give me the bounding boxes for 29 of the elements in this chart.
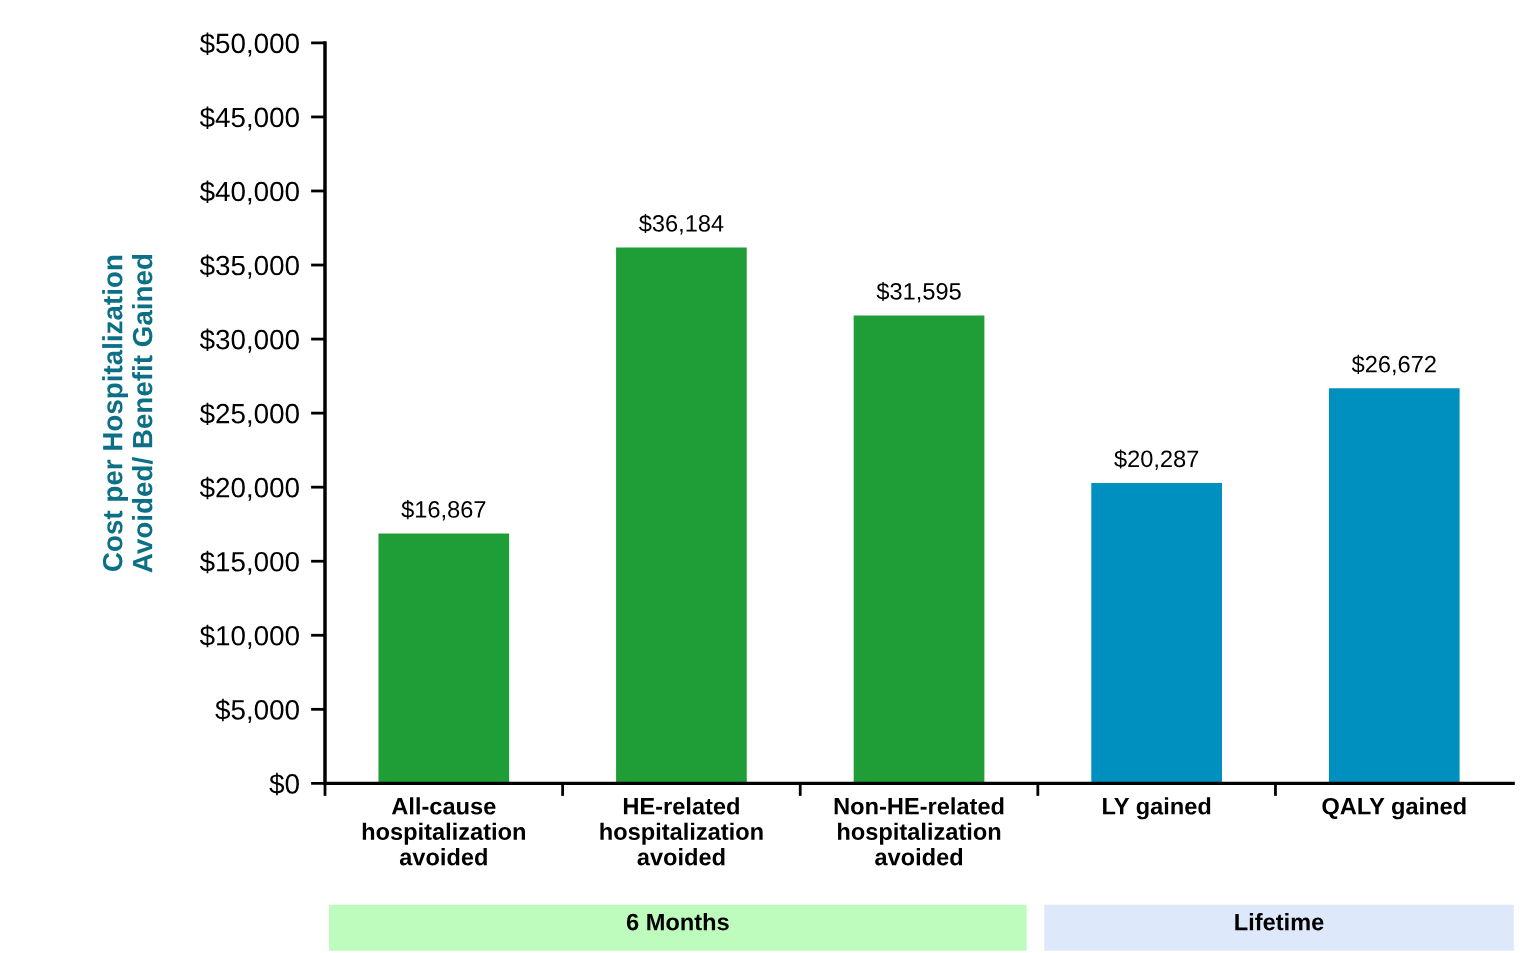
x-tick-label: HE-related hospitalization avoided [600, 797, 763, 866]
y-tick-label: $15,000 [199, 550, 299, 575]
y-tick-label: $0 [269, 772, 299, 796]
y-tick-label: $30,000 [199, 328, 299, 353]
x-tick-label: All-cause hospitalization avoided [362, 797, 525, 866]
y-tick-label: $10,000 [199, 624, 299, 649]
y-tick-label: $50,000 [199, 32, 299, 57]
data-label: $16,867 [401, 500, 486, 521]
data-label: $31,595 [876, 281, 961, 303]
y-tick-label: $45,000 [199, 106, 299, 131]
x-tick-label: QALY gained [1322, 797, 1466, 820]
text: Lifetime [1235, 913, 1324, 931]
bar [1091, 482, 1222, 784]
data-label: $20,287 [1114, 449, 1199, 470]
x-tick-label: Non-HE-related hospitalization avoided [834, 797, 1004, 866]
bar [378, 533, 510, 784]
y-axis-title: Cost per Hospitalization Avoided/ Benefit Gained [102, 254, 153, 573]
y-tick-label: $40,000 [199, 180, 299, 205]
y-tick-label: $35,000 [199, 254, 299, 279]
data-label: $36,184 [639, 214, 724, 235]
text: 6 Months [626, 913, 729, 931]
bar [853, 315, 985, 784]
x-tick-label: LY gained [1103, 797, 1211, 820]
y-tick-label: $5,000 [215, 698, 299, 723]
y-tick-label: $20,000 [199, 476, 299, 501]
bar [616, 247, 747, 784]
data-label: $26,672 [1351, 354, 1436, 376]
bar [1328, 388, 1460, 784]
y-tick-label: $25,000 [199, 402, 299, 427]
